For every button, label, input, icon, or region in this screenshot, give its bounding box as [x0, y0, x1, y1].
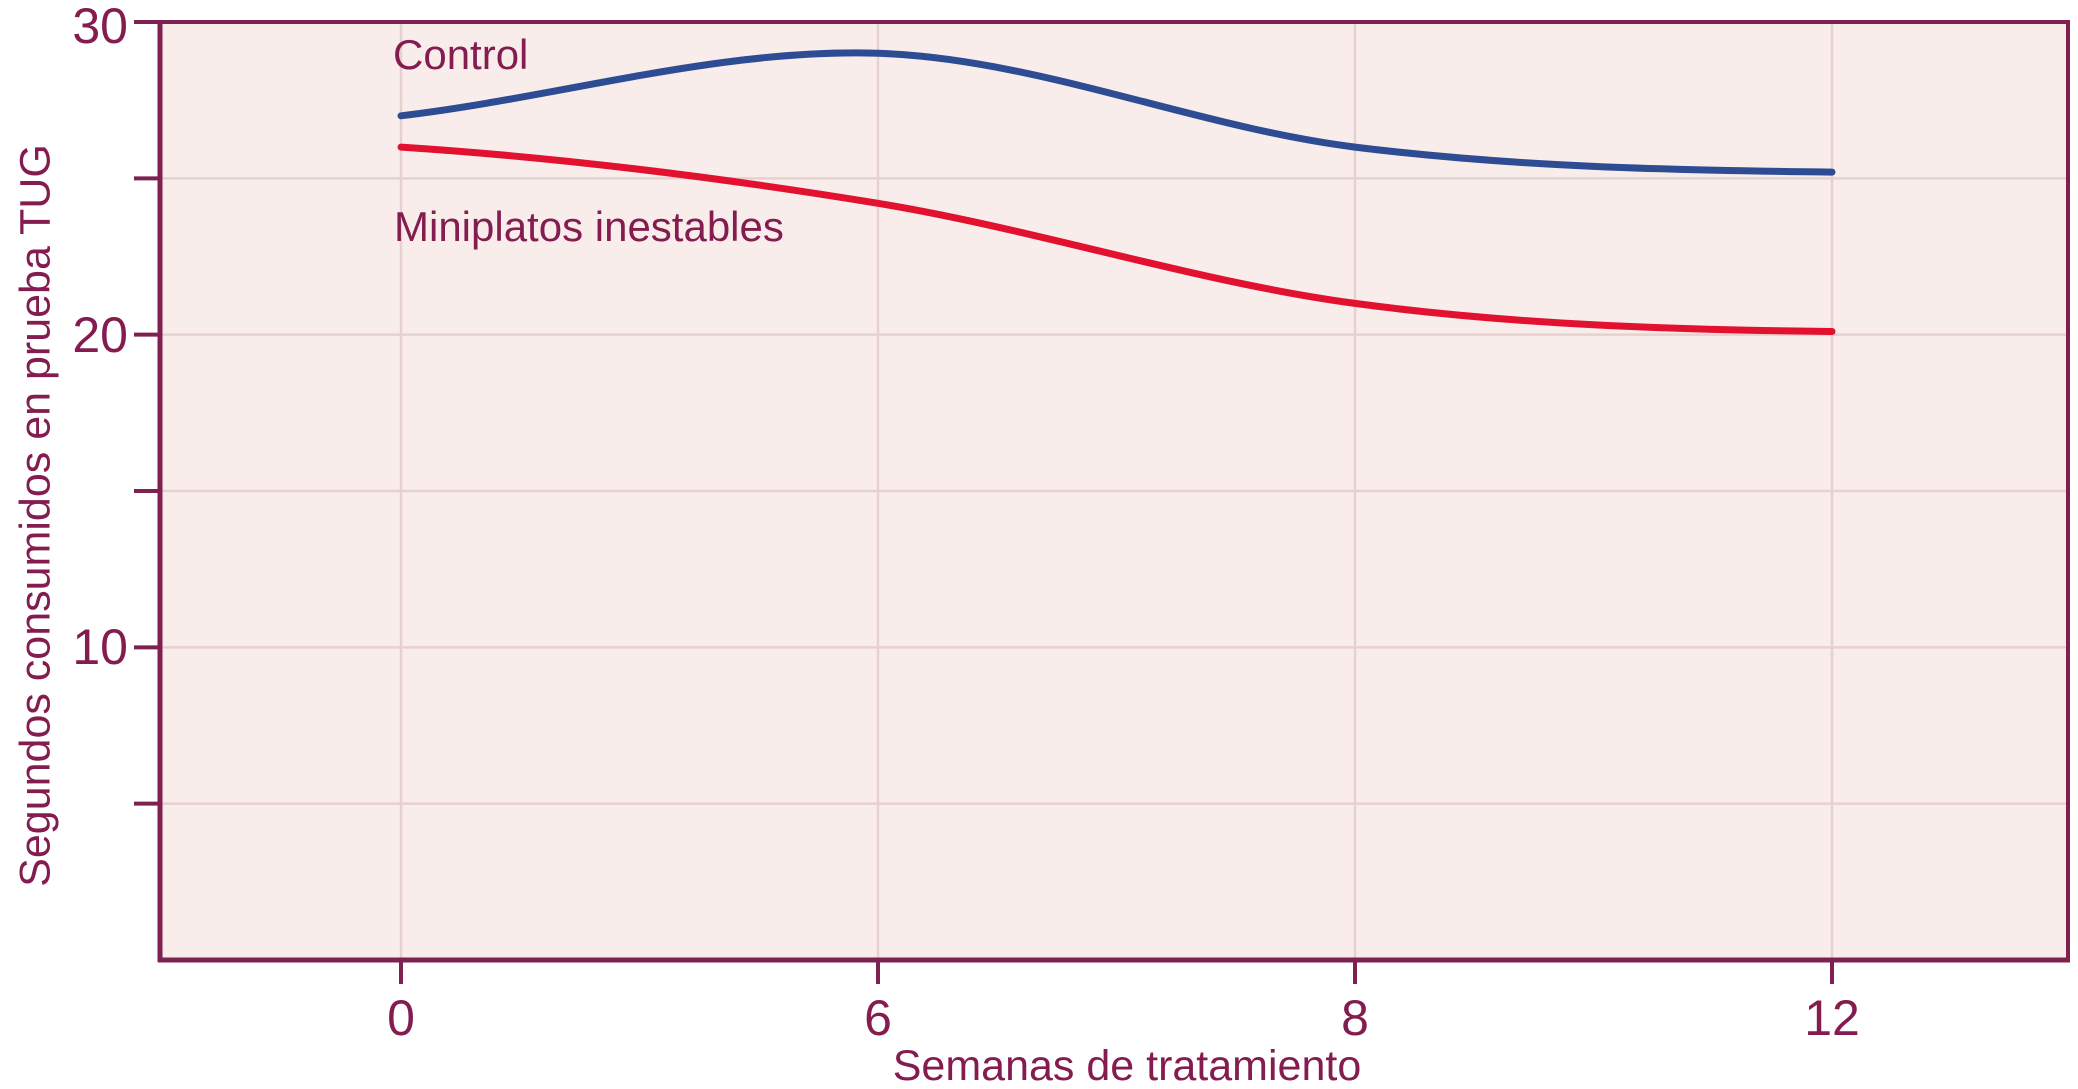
series-annotation-control: Control [393, 31, 529, 78]
series-curve-miniplatos-inestables [397, 143, 1836, 335]
series-curve-control [397, 49, 1836, 176]
series-curves-layer [397, 49, 1836, 335]
y-tick-label-20: 20 [72, 307, 128, 363]
y-tick-label-10: 10 [72, 619, 128, 675]
x-tick-label-12: 12 [1804, 990, 1860, 1046]
y-tick-label-30: 30 [72, 0, 128, 54]
x-axis-title: Semanas de tratamiento [892, 1042, 1362, 1089]
series-annotation-miniplatos: Miniplatos inestables [394, 203, 784, 250]
x-tick-label-8: 8 [1341, 990, 1369, 1046]
y-axis-title: Segundos consumidos en prueba TUG [11, 144, 60, 887]
x-tick-label-6: 6 [864, 990, 892, 1046]
x-tick-label-0: 0 [387, 990, 415, 1046]
gridlines-layer [160, 22, 2070, 960]
tick-marks-layer [134, 20, 1834, 984]
